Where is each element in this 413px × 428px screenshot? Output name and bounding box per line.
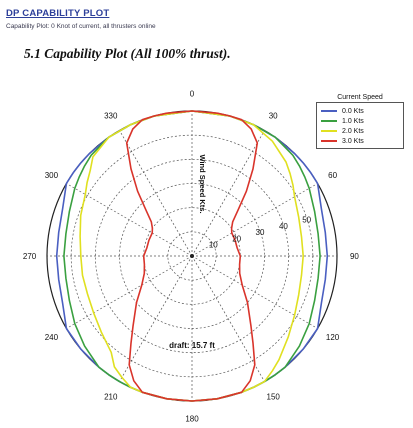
grid-spoke [191, 130, 265, 257]
angle-tick-label: 30 [269, 111, 278, 120]
legend-label: 0.0 Kts [342, 107, 364, 115]
angle-tick-label: 60 [328, 171, 337, 180]
header-title: DP CAPABILITY PLOT [6, 8, 110, 19]
angle-tick-label: 0 [190, 90, 195, 99]
grid-spoke [191, 255, 265, 382]
grid-spoke [66, 183, 193, 257]
legend-item: 2.0 Kts [321, 126, 399, 136]
radial-tick-label: 10 [209, 241, 218, 250]
legend-swatch [321, 110, 337, 112]
angle-tick-label: 240 [45, 333, 59, 342]
angle-tick-label: 150 [267, 393, 281, 402]
grid-spoke [191, 255, 318, 329]
legend: Current Speed 0.0 Kts 1.0 Kts 2.0 Kts 3.… [316, 94, 404, 149]
legend-label: 1.0 Kts [342, 117, 364, 125]
legend-label: 2.0 Kts [342, 127, 364, 135]
grid-spoke [191, 183, 318, 257]
center-point [190, 254, 194, 258]
angle-tick-label: 120 [326, 333, 340, 342]
legend-title: Current Speed [337, 94, 383, 101]
draft-annotation: draft: 15.7 ft [169, 341, 215, 350]
angle-tick-label: 330 [104, 111, 118, 120]
radial-tick-label: 40 [279, 222, 288, 231]
angle-tick-label: 300 [45, 171, 59, 180]
polar-grid [46, 110, 338, 402]
radial-tick-label: 50 [302, 216, 311, 225]
angle-tick-label: 270 [23, 252, 37, 261]
legend-item: 0.0 Kts [321, 106, 399, 116]
series-layer [55, 110, 329, 402]
series-line [125, 110, 259, 402]
angle-tick-label: 180 [185, 414, 199, 423]
radial-tick-label: 20 [232, 235, 241, 244]
grid-spoke [66, 255, 193, 329]
label-layer: 0 30 60 90 120 150 180 210 240 270 300 330 10 20 30 40 5… [23, 90, 359, 424]
radial-axis-label: Wind Speed Kts. [198, 154, 207, 213]
legend-label: 3.0 Kts [342, 137, 364, 145]
legend-swatch [321, 140, 337, 142]
grid-spoke [119, 130, 193, 257]
angle-tick-label: 210 [104, 393, 118, 402]
angle-tick-label: 90 [350, 252, 359, 261]
legend-box: 0.0 Kts 1.0 Kts 2.0 Kts 3.0 Kts [316, 102, 404, 149]
grid-spoke [119, 255, 193, 382]
legend-swatch [321, 120, 337, 122]
legend-item: 3.0 Kts [321, 136, 399, 146]
radial-tick-label: 30 [256, 228, 265, 237]
legend-item: 1.0 Kts [321, 116, 399, 126]
header-subtitle: Capability Plot: 0 Knot of current, all … [6, 23, 156, 30]
legend-swatch [321, 130, 337, 132]
section-title: 5.1 Capability Plot (All 100% thrust). [24, 46, 231, 61]
